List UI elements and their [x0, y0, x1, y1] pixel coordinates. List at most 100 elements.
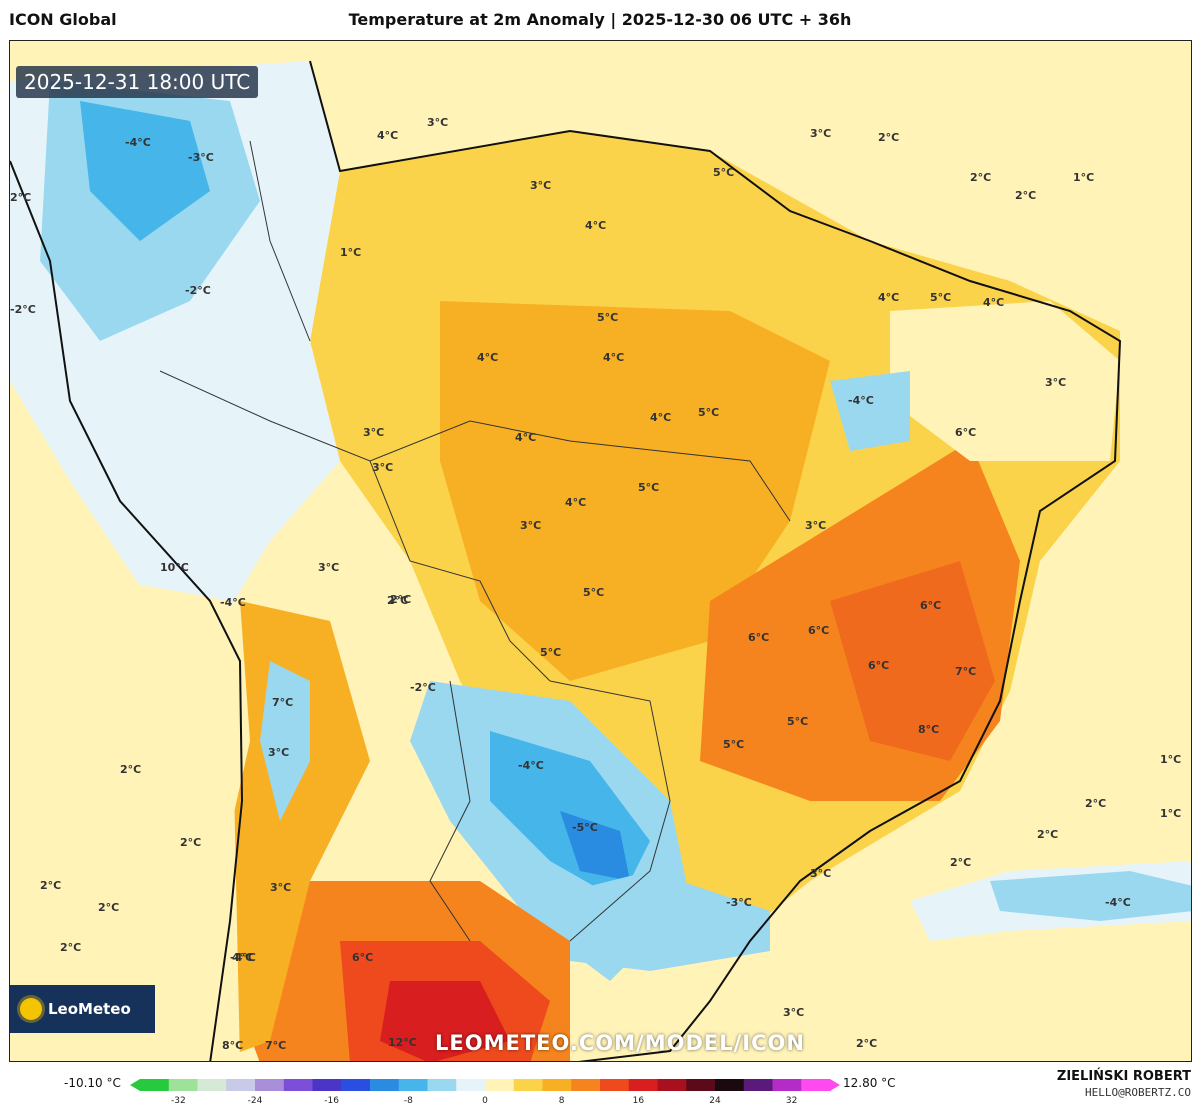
isotherm-label: 5°C — [638, 481, 660, 494]
colorbar-tick-label: -8 — [403, 1096, 413, 1106]
neutral-zone-northeast — [890, 301, 1120, 461]
isotherm-label: 1°C — [1073, 171, 1095, 184]
isotherm-label: 2°C — [180, 836, 202, 849]
colorbar-max-label: 12.80 °C — [843, 1076, 896, 1090]
isotherm-label: 3°C — [805, 519, 827, 532]
coldest-core-paraguay — [560, 811, 630, 881]
warm-strip-andes-south — [210, 601, 370, 1061]
logo-text: LeoMeteo — [48, 1000, 131, 1018]
colorbar-segment — [197, 1079, 227, 1091]
hot-core-southeast — [830, 561, 995, 761]
isotherm-label: 4°C — [377, 129, 399, 142]
isotherm-label: 2°C — [950, 856, 972, 869]
isotherm-label: 5°C — [713, 166, 735, 179]
isotherm-label: 5°C — [698, 406, 720, 419]
isotherm-label: 8°C — [918, 723, 940, 736]
isotherm-label: 2°C — [856, 1037, 878, 1050]
colorbar-segment — [571, 1079, 601, 1091]
isotherm-label: -4°C — [220, 596, 246, 609]
isotherm-label: 3°C — [270, 881, 292, 894]
cold-band-south — [530, 871, 770, 971]
sun-icon — [20, 998, 42, 1020]
colorbar-segment — [686, 1079, 716, 1091]
map-field — [10, 60, 1191, 1061]
colorbar-segment — [772, 1079, 802, 1091]
colorbar-segment — [657, 1079, 687, 1091]
cool-strip-andes — [260, 661, 310, 821]
colorbar-segment — [542, 1079, 572, 1091]
hottest-zone-argentina — [380, 981, 510, 1061]
footer-bar: -10.10 °C -32 -24 -16 -8 0 8 16 24 32 12.80 °C Z… — [0, 1062, 1200, 1108]
isotherm-label: 10°C — [160, 561, 189, 574]
isotherm-label: -4°C — [518, 759, 544, 772]
isotherm-label: 3°C — [372, 461, 394, 474]
colorbar-min-label: -10.10 °C — [64, 1076, 121, 1090]
isotherm-label: 7°C — [265, 1039, 287, 1052]
isotherm-label: 3°C — [427, 116, 449, 129]
isotherm-label: -3°C — [188, 151, 214, 164]
isotherm-label: 6°C — [955, 426, 977, 439]
isotherm-label: -5°C — [572, 821, 598, 834]
isotherm-label: 4°C — [983, 296, 1005, 309]
colorbar-segment — [283, 1079, 313, 1091]
isotherm-label: 2°C — [120, 763, 142, 776]
colorbar-tick-label: -16 — [324, 1096, 340, 1106]
isotherm-label: 8°C — [222, 1039, 244, 1052]
isotherm-label: 1°C — [340, 246, 362, 259]
isotherm-label: 3°C — [1045, 376, 1067, 389]
isotherm-label: 4°C — [650, 411, 672, 424]
isotherm-label: 4°C — [603, 351, 625, 364]
colorbar-segment — [801, 1079, 831, 1091]
anomaly-map[interactable]: 2025-12-31 18:00 UTC 2°C -4°C -3°C 1°C 3°C -2… — [9, 40, 1192, 1062]
isotherm-label: 3°C — [810, 867, 832, 880]
colorbar-tick-label: -32 — [170, 1096, 186, 1106]
author-contact: HELLO@ROBERTZ.CO — [1085, 1086, 1191, 1099]
isotherm-label: 2°C — [98, 901, 120, 914]
colorbar-tick-label: 8 — [558, 1096, 565, 1106]
border-line-a — [159, 370, 791, 522]
colorbar-segment — [628, 1079, 658, 1091]
isotherm-label: -2°C — [185, 284, 211, 297]
isotherm-label: -4°C — [125, 136, 151, 149]
isotherm-label: 3°C — [783, 1006, 805, 1019]
isotherm-label: -3°C — [726, 896, 752, 909]
colorbar-segment — [140, 1079, 170, 1091]
isotherm-label: 3°C — [810, 127, 832, 140]
isotherm-label: 2°C — [10, 191, 32, 204]
warm-core-central — [440, 301, 830, 681]
colorbar-segment — [485, 1079, 515, 1091]
leometeo-logo[interactable]: LeoMeteo — [10, 985, 155, 1033]
isotherm-label: 6°C — [920, 599, 942, 612]
isotherm-label: 3°C — [268, 746, 290, 759]
colorbar-tick-label: 0 — [482, 1096, 488, 1106]
colorbar-segment — [370, 1079, 400, 1091]
isotherm-label: 6°C — [352, 951, 374, 964]
colorbar-max-arrow — [830, 1079, 840, 1091]
isotherm-label: 1°C — [1160, 807, 1182, 820]
author-name: ZIELIŃSKI ROBERT — [1056, 1069, 1191, 1084]
colorbar-segment — [398, 1079, 428, 1091]
cool-spot-northeast — [830, 371, 910, 451]
isotherm-label: 4°C — [232, 951, 254, 964]
isotherm-label: -4°C — [230, 951, 256, 964]
chart-title: Temperature at 2m Anomaly | 2025-12-30 0… — [348, 10, 852, 29]
isotherm-label: -4°C — [1105, 896, 1131, 909]
coastline-pacific — [10, 160, 244, 1061]
isotherm-label: 5°C — [723, 738, 745, 751]
colorbar-segment — [255, 1079, 285, 1091]
coastline-brazil — [309, 60, 1122, 1061]
colorbar-tick-label: 32 — [785, 1096, 798, 1106]
isotherm-label: 5°C — [787, 715, 809, 728]
border-line-e — [249, 140, 311, 342]
colorbar-tick-label: 24 — [709, 1096, 721, 1106]
atlantic-cold-streak — [990, 871, 1191, 921]
isotherm-label: 5°C — [930, 291, 952, 304]
isotherm-label: 2°C — [878, 131, 900, 144]
colorbar-segment — [600, 1079, 630, 1091]
isotherm-label: 3°C — [363, 426, 385, 439]
isotherm-label: 5°C — [597, 311, 619, 324]
valid-time-badge: 2025-12-31 18:00 UTC — [16, 66, 259, 98]
colorbar-segment — [513, 1079, 543, 1091]
colorbar-segment — [715, 1079, 745, 1091]
model-name: ICON Global — [9, 10, 117, 29]
